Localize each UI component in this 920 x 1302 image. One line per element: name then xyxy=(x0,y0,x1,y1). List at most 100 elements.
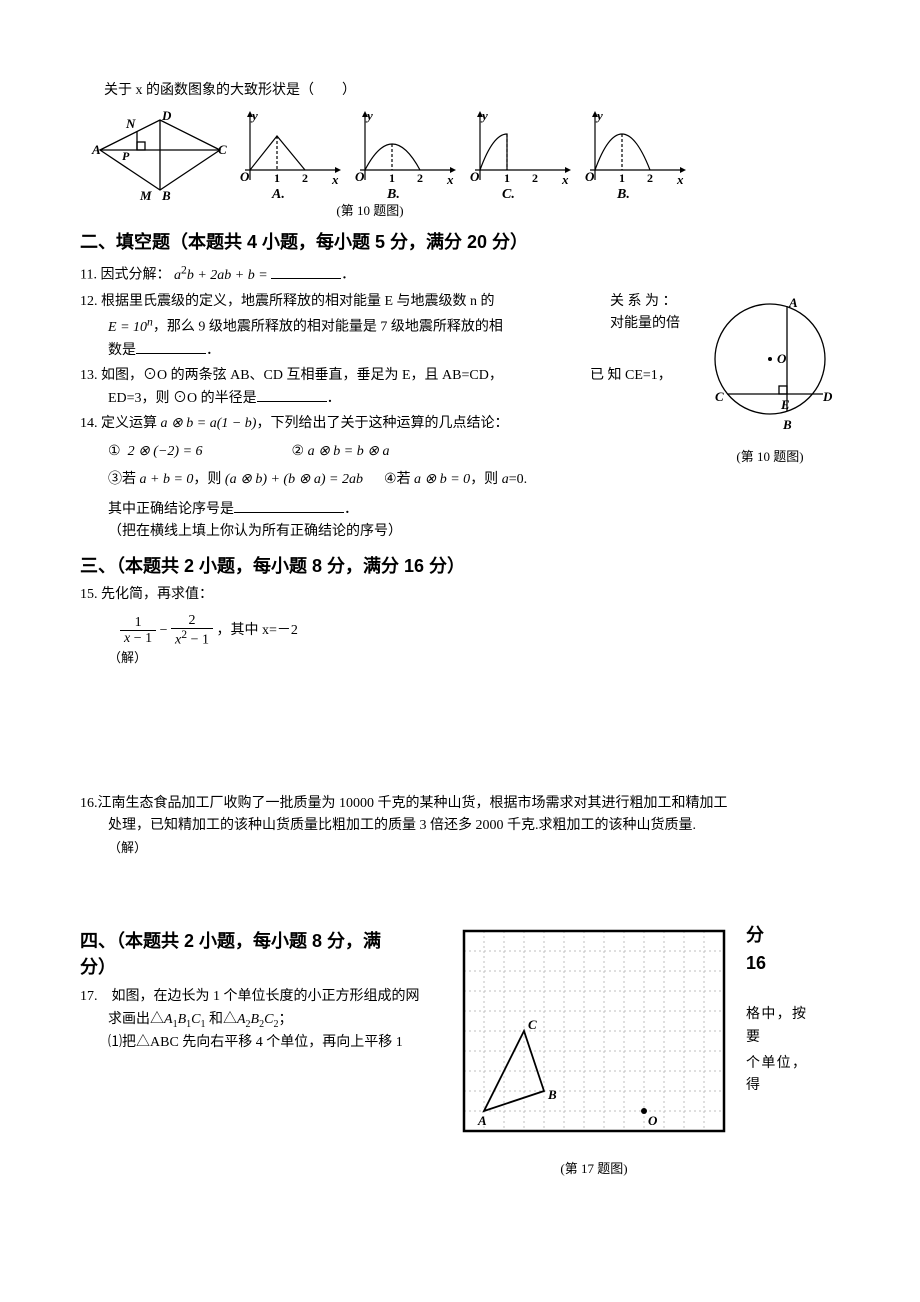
q16: 16.江南生态食品加工厂收购了一批质量为 10000 千克的某种山货，根据市场需… xyxy=(80,793,850,859)
q12-l1b: 关 系 为 ： xyxy=(610,291,680,313)
svg-text:B.: B. xyxy=(386,187,400,202)
svg-text:C.: C. xyxy=(502,187,515,202)
q12-expr: E = 10n xyxy=(108,320,153,335)
q14-label: 14. xyxy=(80,416,101,431)
q12-l2b: 对能量的倍 xyxy=(610,313,680,339)
q16-label: 16. xyxy=(80,796,98,811)
svg-text:A.: A. xyxy=(271,187,285,202)
q15: 15. 先化简，再求值： 1x − 1 − 2x2 − 1 ，其中 x=－2 （… xyxy=(80,584,850,669)
q12-blank xyxy=(136,339,206,354)
q13-l1b: 已 知 CE=1， xyxy=(590,365,680,387)
q11-expr: a2b + 2ab + b = xyxy=(174,268,268,283)
section-4-row: 四、（本题共 2 小题，每小题 8 分，满 分） 17. 如图，在边长为 1 个… xyxy=(80,921,850,1180)
q17-l3r: 个单位，得 xyxy=(746,1053,806,1098)
q17-grid-figure: A B C O xyxy=(454,921,734,1151)
q15-cond: ，其中 x=－2 xyxy=(216,623,297,638)
q17-l1r: 格中，按要 xyxy=(746,1004,806,1049)
svg-text:O: O xyxy=(585,169,595,184)
svg-text:B: B xyxy=(782,417,792,432)
svg-text:1: 1 xyxy=(504,171,510,185)
svg-text:C: C xyxy=(218,142,227,157)
q13-label: 13. xyxy=(80,368,101,383)
q15-solve: （解） xyxy=(108,648,850,669)
svg-text:x: x xyxy=(446,172,454,187)
q14-opt4: ④若 a ⊗ b = 0，则 a=0. xyxy=(384,472,527,487)
q12-l3a: 数是 xyxy=(108,343,136,358)
section-3-title: 三、（本题共 2 小题，每小题 8 分，满分 16 分） xyxy=(80,552,850,581)
svg-text:1: 1 xyxy=(619,171,625,185)
svg-text:x: x xyxy=(676,172,684,187)
q12-l1a: 根据里氏震级的定义，地震所释放的相对能量 E 与地震级数 n 的 xyxy=(101,294,495,309)
svg-text:D: D xyxy=(161,108,172,123)
svg-text:C: C xyxy=(528,1017,537,1032)
q13-figure-wrap: O A B C D E (第 10 题图) xyxy=(690,289,850,468)
q17: 17. 如图，在边长为 1 个单位长度的小正方形组成的网 求画出△A1B1C1 … xyxy=(80,986,450,1055)
q15-frac1: 1x − 1 xyxy=(120,615,156,647)
q14-stem-a: 定义运算 xyxy=(101,416,161,431)
q10-rhombus-figure: A C D B M N P xyxy=(90,108,230,203)
svg-text:A: A xyxy=(788,295,798,310)
svg-text:y: y xyxy=(365,108,373,123)
q10-option-b-figure: y O 1 2 x B. xyxy=(345,108,460,203)
section-4-title-right: 分 16 xyxy=(746,921,806,979)
q11-label: 11. 因式分解： xyxy=(80,268,170,283)
q12-q13-block: O A B C D E (第 10 题图) 12. 根据里氏震级的定义，地震所释… xyxy=(80,289,850,546)
q14-opt3: ③若 a + b = 0，则 (a ⊗ b) + (b ⊗ a) = 2ab xyxy=(108,472,363,487)
q16-solve: （解） xyxy=(108,838,850,859)
q14-note: （把在横线上填上你认为所有正确结论的序号） xyxy=(108,521,850,543)
svg-text:y: y xyxy=(595,108,603,123)
q13-l2a: ED=3，则 ⊙O 的半径是 xyxy=(108,391,257,406)
q16-l2: 处理，已知精加工的该种山货质量比粗加工的质量 3 倍还多 2000 千克.求粗加… xyxy=(108,815,850,837)
q11: 11. 因式分解： a2b + 2ab + b = ． xyxy=(80,261,850,287)
svg-text:1: 1 xyxy=(274,171,280,185)
q17-figure-caption: (第 17 题图) xyxy=(454,1159,734,1180)
q17-l3l: ⑴把△ABC 先向右平移 4 个单位，再向上平移 1 xyxy=(108,1032,450,1054)
q13-circle-figure: O A B C D E xyxy=(695,289,845,439)
q11-blank xyxy=(271,264,341,279)
q10-option-c-figure: y O 1 2 x C. xyxy=(460,108,575,203)
svg-text:O: O xyxy=(240,169,250,184)
q16-l1: 江南生态食品加工厂收购了一批质量为 10000 千克的某种山货，根据市场需求对其… xyxy=(98,796,728,811)
q14-opt2: ② a ⊗ b = b ⊗ a xyxy=(292,444,390,459)
svg-text:M: M xyxy=(139,188,152,203)
q12-label: 12. xyxy=(80,294,101,309)
q10-caption: (第 10 题图) xyxy=(320,201,420,222)
svg-text:x: x xyxy=(561,172,569,187)
q10-option-d-figure: y O 1 2 x B. xyxy=(575,108,690,203)
svg-text:1: 1 xyxy=(389,171,395,185)
svg-text:B: B xyxy=(547,1087,557,1102)
svg-text:N: N xyxy=(125,116,136,131)
q15-frac2: 2x2 − 1 xyxy=(171,613,213,648)
q17-figure-wrap: A B C O (第 17 题图) xyxy=(454,921,734,1180)
q10-option-a-figure: y O 1 2 x A. xyxy=(230,108,345,203)
svg-text:B.: B. xyxy=(616,187,630,202)
svg-text:O: O xyxy=(777,351,787,366)
svg-text:x: x xyxy=(331,172,339,187)
svg-text:y: y xyxy=(250,108,258,123)
q17-l2l: 求画出△A1B1C1 和△A2B2C2； xyxy=(108,1009,450,1033)
svg-text:2: 2 xyxy=(417,171,423,185)
q14-blank xyxy=(234,498,344,513)
svg-text:A: A xyxy=(91,142,101,157)
q10-figure-row: A C D B M N P y O 1 2 x A. y O 1 xyxy=(90,108,850,203)
svg-text:E: E xyxy=(780,397,790,412)
section-2-title: 二、填空题（本题共 4 小题，每小题 5 分，满分 20 分） xyxy=(80,228,850,257)
svg-text:2: 2 xyxy=(302,171,308,185)
svg-text:B: B xyxy=(161,188,171,203)
svg-text:O: O xyxy=(470,169,480,184)
q14-expr: a ⊗ b = a(1 − b) xyxy=(161,416,257,431)
q13-blank xyxy=(257,387,327,402)
svg-text:C: C xyxy=(715,389,724,404)
q13-figure-caption: (第 10 题图) xyxy=(690,447,850,468)
q17-l1l: 如图，在边长为 1 个单位长度的小正方形组成的网 xyxy=(98,989,420,1004)
q15-label: 15. 先化简，再求值： xyxy=(80,584,850,606)
q10-stem: 关于 x 的函数图象的大致形状是（ ） xyxy=(104,80,850,102)
q12-l2a: ，那么 9 级地震所释放的相对能量是 7 级地震所释放的相 xyxy=(153,320,503,335)
section-4-title-left: 四、（本题共 2 小题，每小题 8 分，满 xyxy=(80,927,450,956)
svg-text:D: D xyxy=(822,389,833,404)
svg-text:2: 2 xyxy=(532,171,538,185)
svg-text:A: A xyxy=(477,1113,487,1128)
q14-stem-b: ，下列给出了关于这种运算的几点结论： xyxy=(256,416,508,431)
q14-opt1: ① 2 ⊗ (−2) = 6 xyxy=(108,441,288,463)
svg-text:O: O xyxy=(648,1113,658,1128)
